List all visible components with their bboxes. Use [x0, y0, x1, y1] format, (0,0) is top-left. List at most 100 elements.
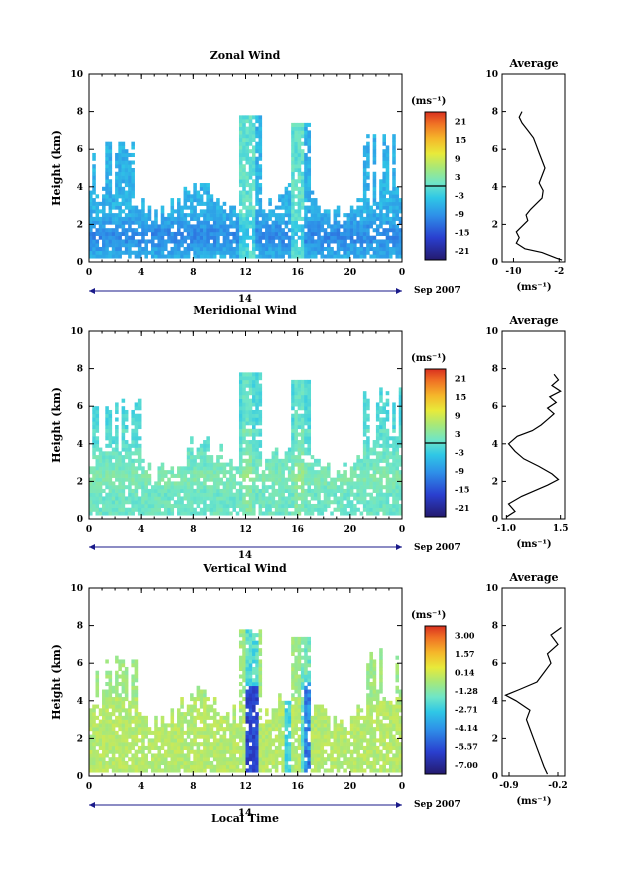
heatmap-cell: [343, 511, 347, 516]
heatmap-cell: [232, 745, 237, 750]
heatmap-cell: [131, 492, 135, 497]
heatmap-cell: [392, 485, 396, 490]
heatmap-cell: [131, 481, 135, 486]
heatmap-cell: [382, 451, 386, 456]
heatmap-cell: [193, 492, 197, 497]
heatmap-cell: [258, 228, 263, 233]
heatmap-cell: [203, 511, 207, 516]
heatmap-cell: [98, 462, 103, 467]
heatmap-cell: [281, 753, 285, 758]
heatmap-cell: [297, 451, 302, 456]
heatmap-cell: [349, 216, 354, 221]
heatmap-cell: [199, 693, 204, 698]
heatmap-cell: [320, 224, 325, 229]
heatmap-cell: [300, 425, 305, 430]
heatmap-cell: [300, 447, 305, 452]
heatmap-cell: [291, 145, 295, 150]
heatmap-cell: [343, 496, 347, 501]
heatmap-cell: [258, 443, 263, 448]
heatmap-cell: [255, 730, 259, 735]
heatmap-cell: [128, 164, 132, 169]
heatmap-cell: [291, 492, 295, 497]
heatmap-cell: [235, 757, 240, 762]
heatmap-cell: [229, 220, 233, 225]
heatmap-cell: [395, 473, 400, 478]
heatmap-cell: [333, 488, 338, 493]
heatmap-cell: [216, 239, 220, 244]
heatmap-cell: [206, 473, 210, 478]
heatmap-cell: [340, 231, 344, 236]
heatmap-cell: [297, 764, 302, 769]
heatmap-cell: [219, 723, 223, 728]
heatmap-cell: [193, 749, 197, 754]
heatmap-cell: [255, 168, 259, 173]
heatmap-cell: [95, 447, 100, 452]
heatmap-cell: [196, 198, 201, 203]
heatmap-cell: [284, 700, 289, 705]
heatmap-cell: [255, 689, 259, 694]
heatmap-cell: [134, 481, 139, 486]
heatmap-cell: [304, 205, 308, 210]
heatmap-cell: [343, 231, 347, 236]
heatmap-cell: [398, 485, 403, 490]
heatmap-cell: [317, 458, 321, 463]
heatmap-cell: [375, 228, 380, 233]
heatmap-cell: [222, 481, 227, 486]
heatmap-cell: [108, 235, 113, 240]
heatmap-cell: [258, 715, 263, 720]
heatmap-cell: [98, 201, 103, 206]
heatmap-cell: [144, 488, 148, 493]
heatmap-cell: [196, 220, 201, 225]
heatmap-cell: [95, 436, 100, 441]
heatmap-cell: [287, 466, 292, 471]
heatmap-cell: [372, 209, 377, 214]
heatmap-cell: [398, 488, 403, 493]
heatmap-cell: [193, 183, 197, 188]
heatmap-cell: [392, 425, 396, 430]
heatmap-cell: [105, 152, 109, 158]
heatmap-cell: [300, 156, 305, 161]
heatmap-cell: [170, 246, 175, 252]
heatmap-cell: [118, 470, 122, 475]
heatmap-cell: [144, 477, 148, 482]
heatmap-cell: [294, 719, 298, 724]
heatmap-cell: [141, 235, 145, 240]
heatmap-cell: [124, 428, 129, 433]
heatmap-cell: [206, 727, 210, 732]
heatmap-cell: [92, 436, 96, 441]
heatmap-cell: [193, 198, 197, 203]
heatmap-cell: [199, 243, 204, 248]
heatmap-cell: [242, 697, 246, 702]
heatmap-cell: [297, 682, 302, 687]
heatmap-cell: [216, 738, 220, 743]
heatmap-cell: [242, 126, 246, 131]
heatmap-cell: [121, 432, 126, 437]
heatmap-cell: [258, 398, 263, 403]
heatmap-cell: [124, 246, 129, 252]
heatmap-cell: [362, 194, 367, 199]
heatmap-cell: [388, 190, 393, 195]
heatmap-cell: [395, 186, 400, 191]
heatmap-cell: [388, 228, 393, 233]
heatmap-cell: [167, 492, 171, 497]
heatmap-cell: [258, 757, 263, 762]
heatmap-cell: [238, 481, 243, 486]
heatmap-cell: [372, 179, 377, 184]
heatmap-cell: [398, 402, 403, 407]
heatmap-cell: [281, 757, 285, 762]
heatmap-cell: [359, 511, 364, 516]
heatmap-cell: [336, 500, 341, 505]
heatmap-cell: [271, 243, 276, 248]
heatmap-cell: [245, 682, 250, 687]
heatmap-cell: [186, 458, 191, 463]
heatmap-cell: [199, 719, 204, 724]
heatmap-cell: [121, 198, 126, 203]
heatmap-cell: [304, 152, 308, 158]
heatmap-cell: [385, 413, 390, 418]
heatmap-cell: [163, 753, 168, 758]
heatmap-cell: [379, 481, 383, 486]
heatmap-cell: [281, 730, 285, 735]
heatmap-cell: [108, 477, 113, 482]
heatmap-cell: [160, 492, 165, 497]
heatmap-cell: [356, 224, 360, 229]
